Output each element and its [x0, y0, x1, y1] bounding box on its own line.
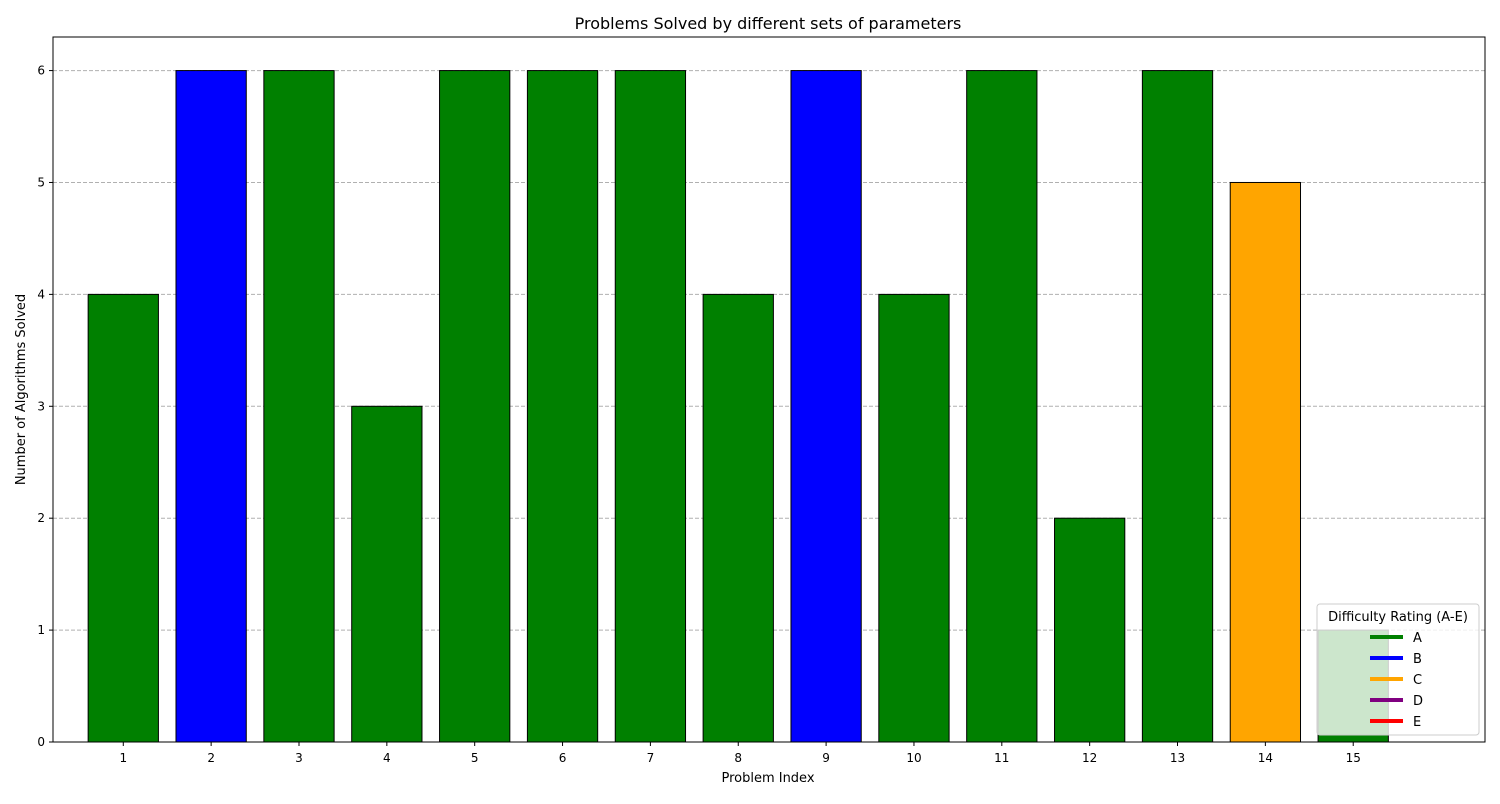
y-tick-label: 6	[37, 64, 45, 78]
y-tick-label: 5	[37, 175, 45, 189]
bar-problem-5	[439, 70, 511, 743]
x-tick-label: 2	[207, 751, 215, 765]
bar-problem-1	[87, 293, 159, 743]
bar-problem-8	[702, 293, 774, 743]
bar-problem-6	[526, 70, 599, 743]
x-tick-label: 14	[1258, 751, 1273, 765]
bar-problem-13	[1141, 70, 1214, 743]
y-tick-label: 3	[37, 399, 45, 413]
bars	[87, 70, 1389, 743]
bar-problem-2	[175, 70, 247, 743]
legend-label: A	[1413, 631, 1422, 646]
bar-problem-11	[966, 70, 1038, 743]
bar-problem-10	[878, 293, 950, 743]
bar-problem-7	[614, 70, 687, 743]
x-tick-label: 1	[119, 751, 127, 765]
x-tick-label: 13	[1170, 751, 1185, 765]
x-tick-label: 9	[822, 751, 830, 765]
x-tick-label: 11	[994, 751, 1009, 765]
y-tick-label: 1	[37, 623, 45, 637]
x-tick-label: 4	[383, 751, 391, 765]
x-tick-label: 15	[1346, 751, 1361, 765]
plot-frame	[52, 36, 1486, 743]
x-tick-label: 10	[906, 751, 921, 765]
x-tick-label: 7	[647, 751, 655, 765]
y-axis-label: Number of Algorithms Solved	[14, 294, 29, 485]
x-axis-label: Problem Index	[721, 771, 814, 786]
x-tick-label: 3	[295, 751, 303, 765]
bar-problem-14	[1229, 181, 1302, 743]
bar-problem-4	[351, 405, 423, 743]
y-tick-label: 2	[37, 511, 45, 525]
legend-title: Difficulty Rating (A-E)	[1328, 610, 1468, 625]
bar-problem-3	[263, 70, 335, 743]
x-tick-label: 5	[471, 751, 479, 765]
legend-label: E	[1413, 715, 1421, 730]
chart-title: Problems Solved by different sets of par…	[575, 14, 962, 33]
x-tick-label: 6	[559, 751, 567, 765]
legend-box	[1316, 603, 1480, 736]
legend-label: C	[1413, 673, 1422, 688]
y-tick-label: 0	[37, 735, 45, 749]
y-tick-label: 4	[37, 287, 45, 301]
x-tick-label: 12	[1082, 751, 1097, 765]
legend-label: D	[1413, 694, 1423, 709]
bar-problem-9	[790, 70, 862, 743]
x-tick-label: 8	[734, 751, 742, 765]
bar-problem-12	[1054, 517, 1126, 743]
legend-label: B	[1413, 652, 1422, 667]
